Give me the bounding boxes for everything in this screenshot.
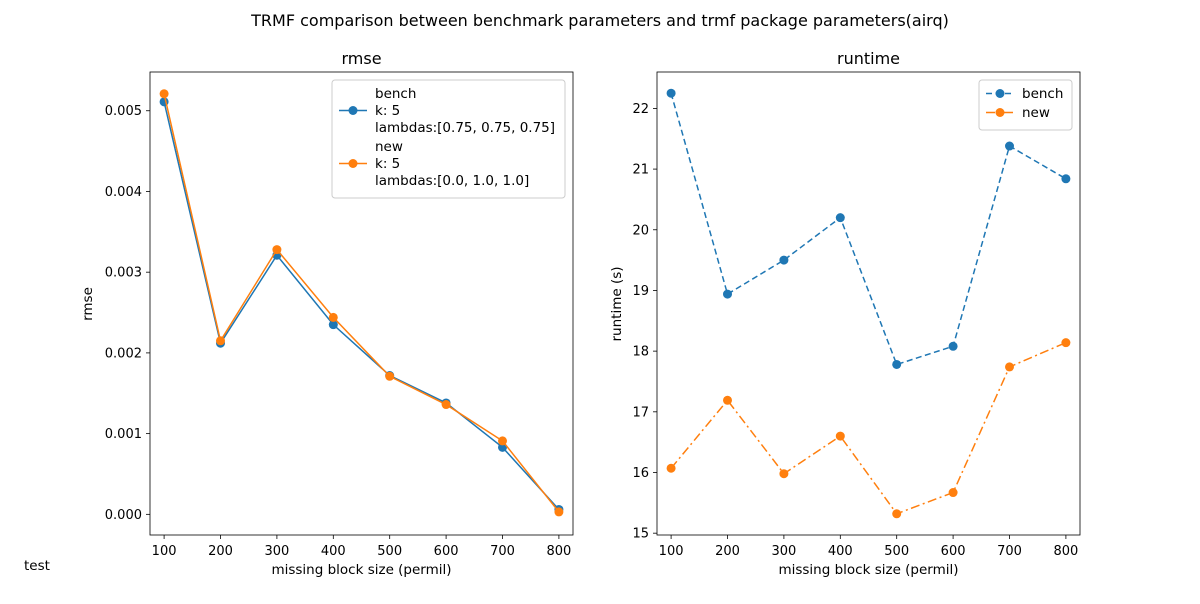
runtime-series-bench-point [666,88,676,98]
runtime-y-tick-label: 19 [632,284,649,299]
rmse-plot-area: 100 200 300 400 500 600 700 800 0.000 0.001 0.002 0… [105,71,574,559]
runtime-series-new-point [835,431,845,441]
runtime-series-new-point [1005,362,1014,372]
runtime-y-tick-label: 15 [632,527,649,542]
runtime-y-tick-label: 17 [632,405,649,420]
rmse-series-new-line [163,93,560,513]
runtime-series-new-point [892,509,902,519]
rmse-legend-label: new [375,139,403,155]
runtime-x-tick-label: 200 [715,544,740,559]
rmse-x-tick-label: 700 [490,544,515,559]
runtime-series-bench-point [835,213,845,223]
runtime-series-new-point [1061,338,1071,348]
rmse-x-tick-label: 600 [434,544,459,559]
runtime-series-new-point [948,488,958,498]
rmse-y-axis-label: rmse [80,287,96,321]
runtime-axes-frame [656,71,1081,536]
runtime-x-tick-label: 400 [828,544,853,559]
rmse-x-tick-label: 500 [377,544,402,559]
rmse-x-tick-label: 400 [321,544,346,559]
runtime-series-bench-line [670,93,1067,366]
runtime-panel: runtime missing block size (permil) runt… [609,49,1081,578]
rmse-series-bench-point [328,320,338,330]
runtime-legend-label: bench [1022,86,1063,102]
runtime-x-tick-label: 700 [997,544,1022,559]
runtime-plot-area: 100 200 300 400 500 600 700 800 15 16 17 18 19 20 21 22… [632,71,1081,559]
rmse-y-tick-label: 0.003 [105,266,142,281]
rmse-series-new-point [216,336,225,346]
rmse-series-new-point [159,89,169,99]
runtime-panel-title: runtime [837,49,900,68]
rmse-legend-label: k: 5 [375,103,400,119]
rmse-series-bench-line [163,101,560,510]
rmse-y-tick-label: 0.002 [105,346,142,361]
runtime-series-bench-point [892,359,902,369]
runtime-y-tick-label: 20 [632,223,649,238]
rmse-legend-label: lambdas:[0.0, 1.0, 1.0] [375,173,529,189]
runtime-y-axis-label: runtime (s) [609,266,625,341]
rmse-x-tick-label: 100 [152,544,177,559]
rmse-series-new-point [385,371,395,381]
rmse-legend-marker-bench [348,106,358,115]
rmse-y-tick-label: 0.004 [105,185,142,200]
rmse-x-tick-label: 200 [208,544,233,559]
runtime-x-tick-label: 300 [771,544,796,559]
rmse-legend-label: bench [375,86,416,102]
runtime-y-tick-label: 18 [632,345,649,360]
rmse-legend-label: k: 5 [375,156,400,172]
rmse-axes-frame [149,71,574,536]
runtime-series-new-point [779,469,789,479]
rmse-x-tick-label: 300 [264,544,289,559]
runtime-series-bench-point [1061,174,1071,184]
runtime-x-tick-label: 500 [884,544,909,559]
rmse-legend-box [331,79,566,199]
runtime-x-tick-label: 800 [1053,544,1078,559]
runtime-legend: bench new [978,79,1073,131]
footer-text: test [24,558,50,574]
rmse-series-new-point [441,400,451,410]
runtime-series-bench-point [1005,141,1014,151]
rmse-x-axis-label: missing block size (permil) [271,562,451,578]
rmse-panel: rmse missing block size (permil) rmse 10… [80,49,574,578]
rmse-y-tick-label: 0.005 [105,104,142,119]
runtime-legend-marker-new [995,108,1005,117]
rmse-series-new-point [498,436,507,446]
runtime-x-axis-label: missing block size (permil) [778,562,958,578]
rmse-x-tick-label: 800 [546,544,571,559]
runtime-y-tick-label: 22 [632,102,649,117]
rmse-series-new-point [272,245,282,255]
runtime-series-new-point [666,463,676,473]
runtime-legend-label: new [1022,105,1050,121]
rmse-series-new-point [328,312,338,322]
rmse-legend-marker-new [348,159,358,168]
rmse-y-tick-label: 0.001 [105,427,142,442]
runtime-y-tick-label: 21 [632,163,649,178]
runtime-series-bench-point [948,341,958,351]
runtime-legend-marker-bench [995,89,1005,98]
rmse-panel-title: rmse [341,49,381,68]
runtime-series-bench-point [723,289,732,299]
rmse-series-bench-point [498,442,507,452]
rmse-legend-label: lambdas:[0.75, 0.75, 0.75] [375,120,555,136]
rmse-y-tick-label: 0.000 [105,508,142,523]
figure-suptitle: TRMF comparison between benchmark parame… [250,11,949,30]
runtime-series-new-line [670,341,1067,515]
runtime-y-tick-label: 16 [632,466,649,481]
runtime-x-tick-label: 100 [659,544,684,559]
runtime-series-bench-point [779,255,789,265]
runtime-x-tick-label: 600 [941,544,966,559]
rmse-series-new-point [554,507,564,517]
runtime-series-new-point [723,395,732,405]
